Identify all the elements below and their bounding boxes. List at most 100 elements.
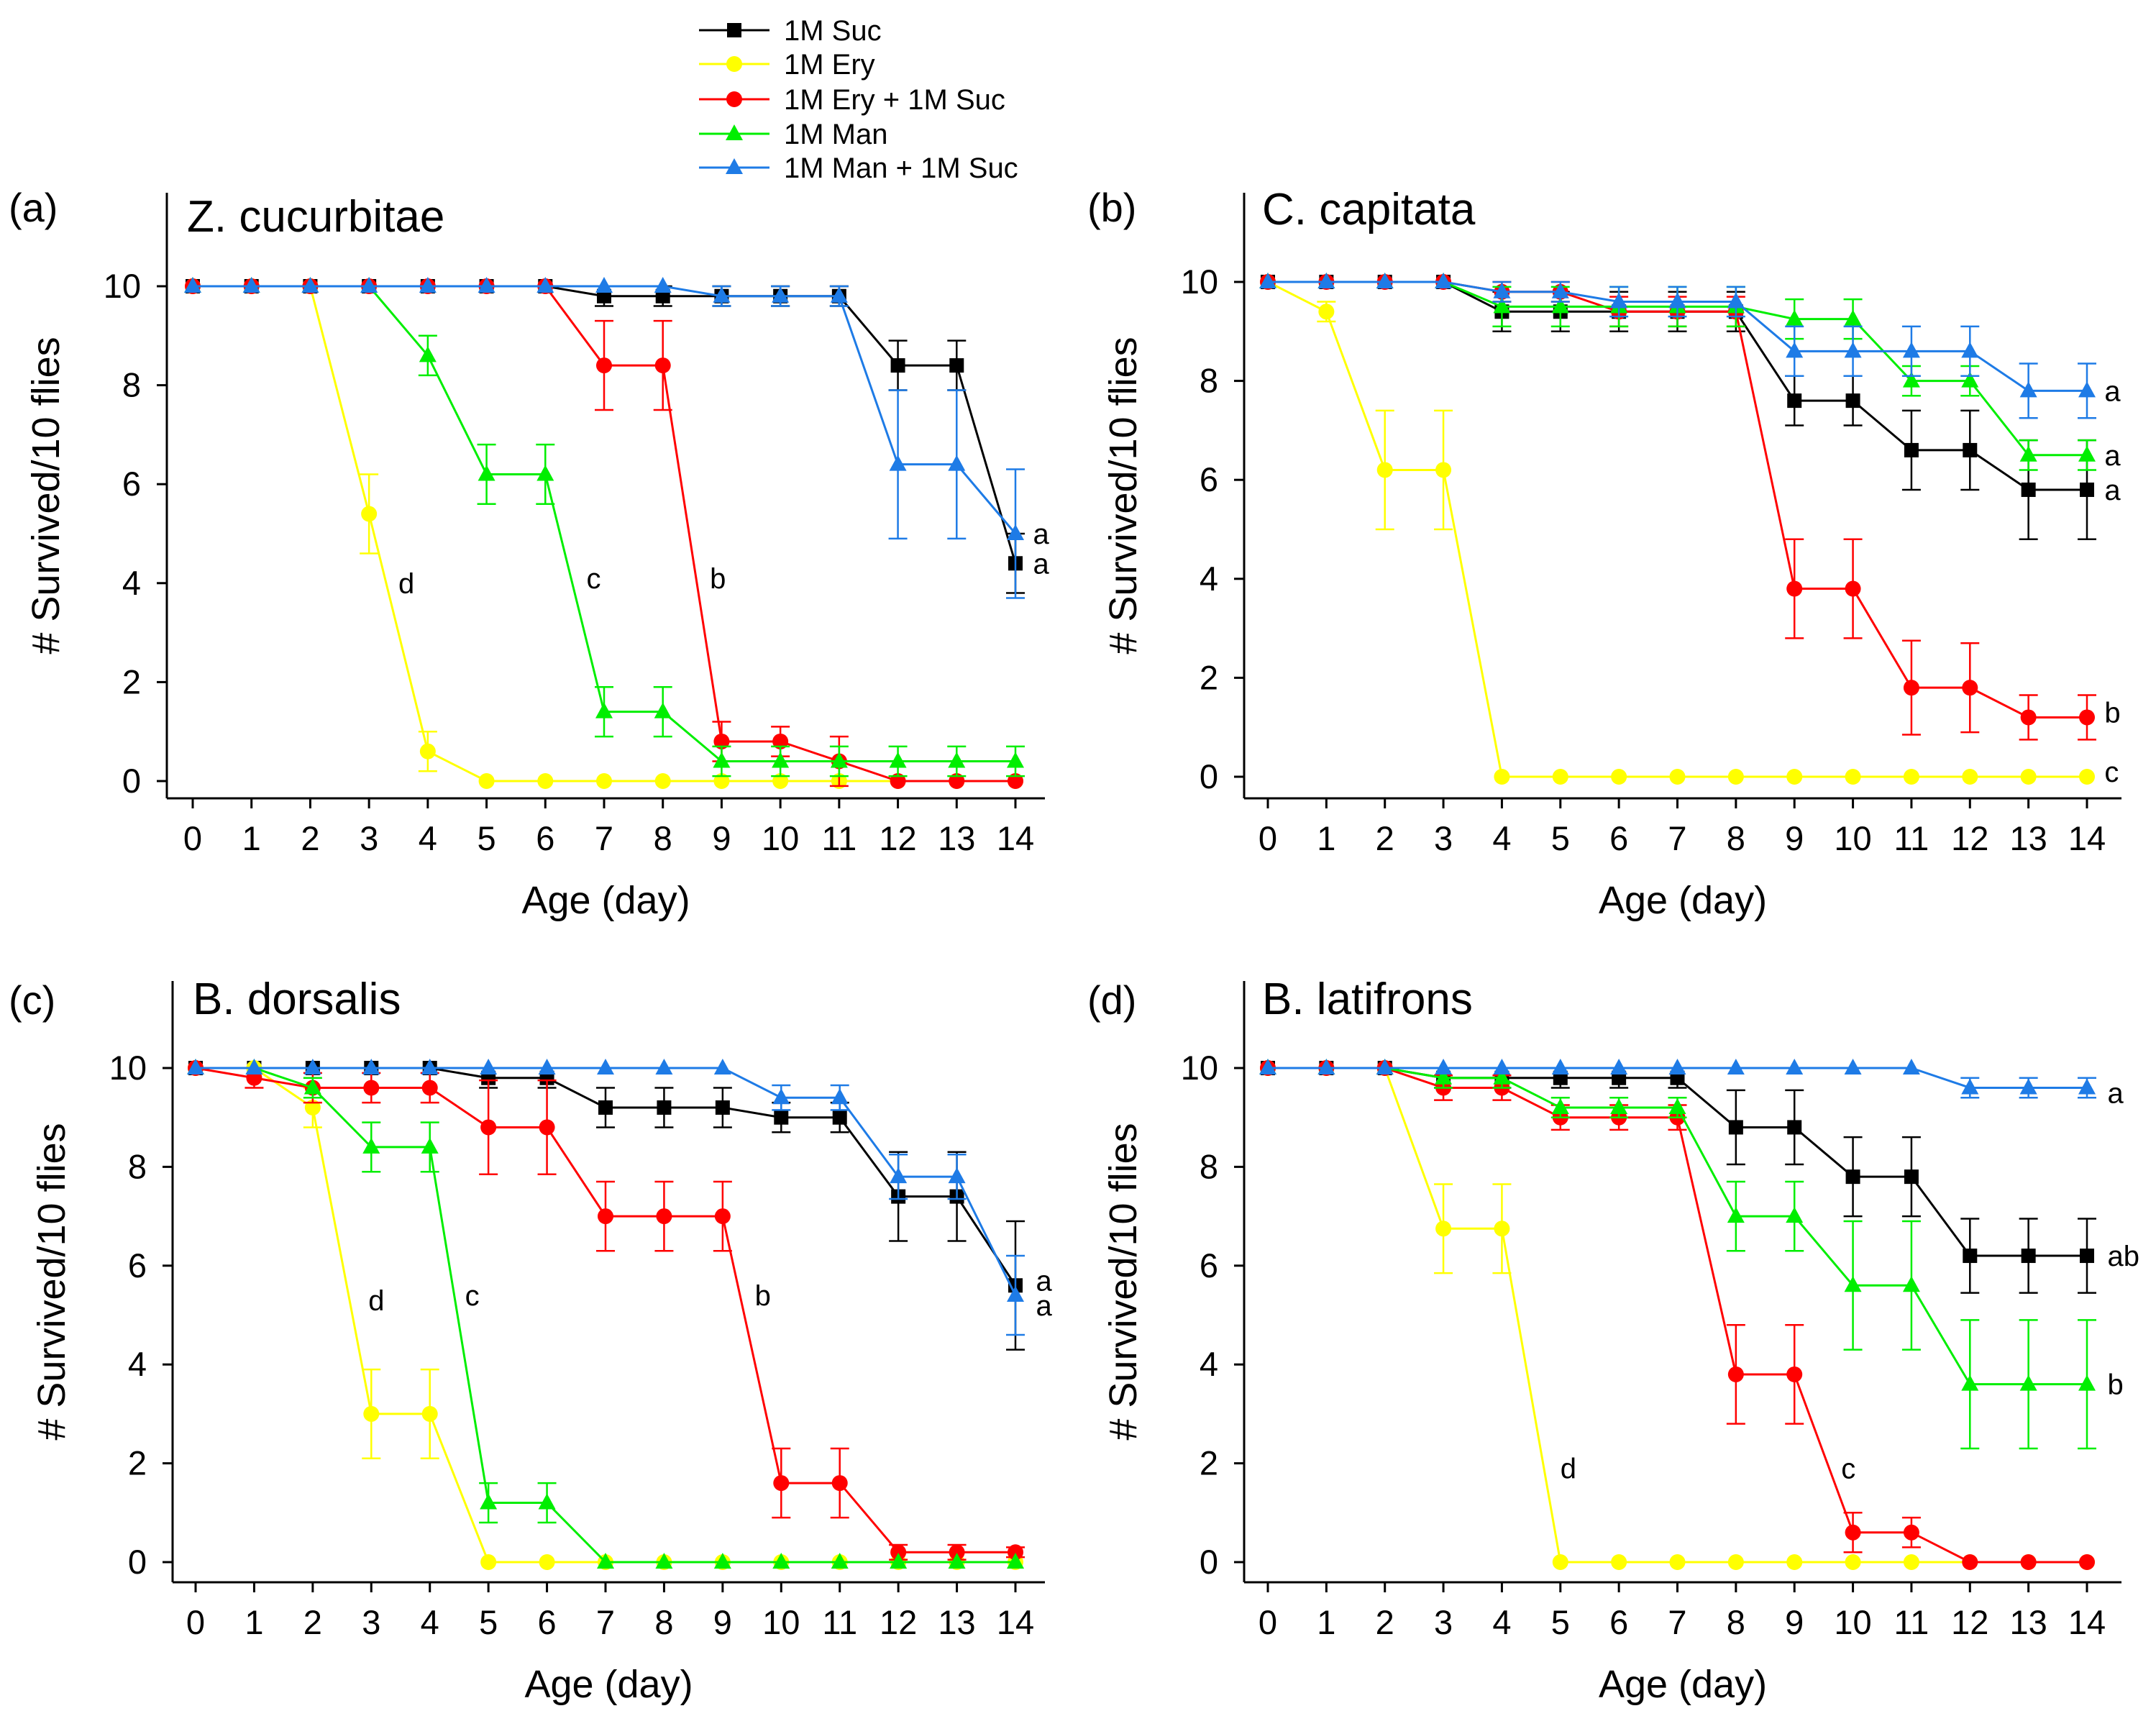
- y-tick-label: 4: [122, 564, 141, 602]
- data-point: [713, 1059, 731, 1074]
- x-tick-label: 10: [762, 819, 799, 857]
- x-tick-label: 14: [2068, 1603, 2106, 1641]
- data-point: [2078, 1078, 2096, 1095]
- data-point: [1727, 1207, 1745, 1223]
- data-point: [1008, 1544, 1023, 1561]
- y-tick-label: 0: [128, 1543, 147, 1581]
- x-tick-label: 6: [1609, 819, 1628, 857]
- data-point: [713, 752, 731, 768]
- data-point: [2019, 445, 2037, 462]
- data-point: [1903, 680, 1919, 696]
- series-4: [187, 1059, 1024, 1569]
- data-point: [539, 1119, 555, 1136]
- x-tick-label: 9: [713, 1603, 732, 1641]
- x-tick-label: 1: [1317, 1603, 1335, 1641]
- data-point: [949, 358, 964, 373]
- data-point: [772, 773, 789, 789]
- x-tick-label: 10: [1834, 1603, 1871, 1641]
- x-tick-label: 11: [821, 819, 857, 857]
- data-point: [363, 1405, 380, 1422]
- data-point: [538, 1059, 556, 1074]
- x-tick-label: 2: [1376, 1603, 1394, 1641]
- data-point: [1903, 1524, 1919, 1541]
- data-point: [2019, 1374, 2037, 1391]
- data-point: [890, 1167, 908, 1184]
- data-point: [303, 1078, 321, 1095]
- data-point: [1435, 462, 1452, 478]
- data-point: [536, 277, 554, 293]
- data-point: [1845, 769, 1861, 785]
- data-point: [245, 1059, 263, 1074]
- x-tick-label: 13: [938, 819, 975, 857]
- data-point: [480, 1554, 497, 1570]
- data-point: [1903, 769, 1919, 785]
- data-point: [1786, 342, 1804, 358]
- significance-label: a: [1036, 1290, 1053, 1322]
- y-tick-label: 6: [1200, 1246, 1218, 1285]
- data-point: [362, 1059, 380, 1074]
- data-point: [1435, 1220, 1452, 1237]
- data-point: [1376, 462, 1393, 478]
- panel-title: B. latifrons: [1262, 975, 1473, 1024]
- legend-label: 1M Man + 1M Suc: [784, 152, 1018, 184]
- panel-title: B. dorsalis: [193, 975, 401, 1024]
- data-point: [1727, 292, 1745, 309]
- x-tick-label: 2: [303, 1603, 322, 1641]
- data-point: [1493, 1059, 1511, 1074]
- data-point: [187, 1059, 204, 1074]
- data-point: [478, 465, 495, 481]
- x-tick-label: 4: [1492, 1603, 1511, 1641]
- data-point: [301, 277, 319, 293]
- data-point: [1963, 1249, 1978, 1264]
- panel-letter: (c): [9, 977, 55, 1023]
- x-tick-label: 4: [1492, 819, 1511, 857]
- series-5: [184, 277, 1025, 599]
- data-point: [597, 1059, 614, 1074]
- data-point: [1551, 1059, 1569, 1074]
- data-point: [1786, 1554, 1803, 1570]
- x-tick-label: 0: [1259, 819, 1277, 857]
- x-tick-label: 11: [1894, 819, 1929, 857]
- data-point: [1961, 1078, 1979, 1095]
- y-tick-label: 4: [1200, 560, 1218, 598]
- y-axis-title: # Survived/10 flies: [1102, 337, 1145, 654]
- y-tick-label: 10: [1181, 1049, 1218, 1087]
- significance-label: b: [755, 1280, 771, 1312]
- data-point: [655, 1553, 673, 1569]
- data-point: [1786, 769, 1803, 785]
- data-point: [1435, 273, 1453, 288]
- data-point: [596, 773, 612, 789]
- legend-marker: [727, 23, 741, 37]
- y-tick-label: 4: [128, 1345, 147, 1383]
- x-tick-label: 7: [595, 819, 613, 857]
- x-tick-label: 6: [538, 1603, 557, 1641]
- x-tick-label: 5: [1551, 1603, 1570, 1641]
- legend-entry: 1M Ery: [699, 49, 875, 81]
- data-point: [1259, 273, 1276, 288]
- data-point: [1786, 309, 1804, 326]
- data-point: [1961, 371, 1979, 388]
- data-point: [419, 743, 436, 759]
- x-tick-label: 9: [712, 819, 731, 857]
- data-point: [1727, 769, 1744, 785]
- series-2: [1260, 1060, 2095, 1570]
- x-tick-label: 14: [997, 1603, 1034, 1641]
- data-point: [1844, 1276, 1862, 1292]
- data-point: [1787, 1120, 1802, 1135]
- data-point: [654, 277, 672, 293]
- x-tick-label: 10: [762, 1603, 800, 1641]
- data-point: [361, 506, 378, 522]
- y-tick-label: 0: [1200, 757, 1218, 795]
- data-point: [2079, 1554, 2095, 1570]
- data-point: [772, 752, 790, 768]
- legend-marker: [726, 91, 742, 107]
- data-point: [1668, 1059, 1686, 1074]
- x-tick-label: 0: [1259, 1603, 1277, 1641]
- data-point: [1844, 1059, 1862, 1074]
- data-point: [1610, 292, 1628, 309]
- data-point: [421, 1405, 438, 1422]
- panel-title: C. capitata: [1262, 185, 1476, 234]
